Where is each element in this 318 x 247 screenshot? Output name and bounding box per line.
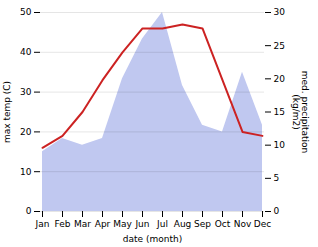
svg-text:30: 30 <box>274 7 286 17</box>
svg-text:30: 30 <box>20 87 32 97</box>
svg-text:0: 0 <box>26 206 32 216</box>
svg-text:Mar: Mar <box>74 219 91 229</box>
svg-text:max temp (C): max temp (C) <box>2 81 12 143</box>
svg-text:May: May <box>113 219 132 229</box>
svg-text:25: 25 <box>274 41 285 51</box>
svg-text:Jun: Jun <box>134 219 149 229</box>
svg-text:Jul: Jul <box>156 219 168 229</box>
svg-text:Jan: Jan <box>35 219 50 229</box>
svg-text:20: 20 <box>274 74 286 84</box>
svg-text:Oct: Oct <box>215 219 231 229</box>
svg-text:Feb: Feb <box>55 219 71 229</box>
svg-text:0: 0 <box>274 206 280 216</box>
svg-text:Sep: Sep <box>194 219 211 229</box>
svg-text:40: 40 <box>20 47 32 57</box>
svg-text:15: 15 <box>274 107 285 117</box>
svg-text:Dec: Dec <box>254 219 271 229</box>
svg-text:5: 5 <box>274 173 280 183</box>
svg-text:date (month): date (month) <box>123 234 182 244</box>
svg-text:Apr: Apr <box>95 219 111 229</box>
svg-text:20: 20 <box>20 127 32 137</box>
svg-text:10: 10 <box>274 140 286 150</box>
svg-text:Nov: Nov <box>234 219 252 229</box>
svg-text:50: 50 <box>20 7 32 17</box>
svg-text:Aug: Aug <box>174 219 192 229</box>
svg-text:med. precipitation(kg/m2): med. precipitation(kg/m2) <box>291 71 310 153</box>
svg-text:10: 10 <box>20 167 32 177</box>
